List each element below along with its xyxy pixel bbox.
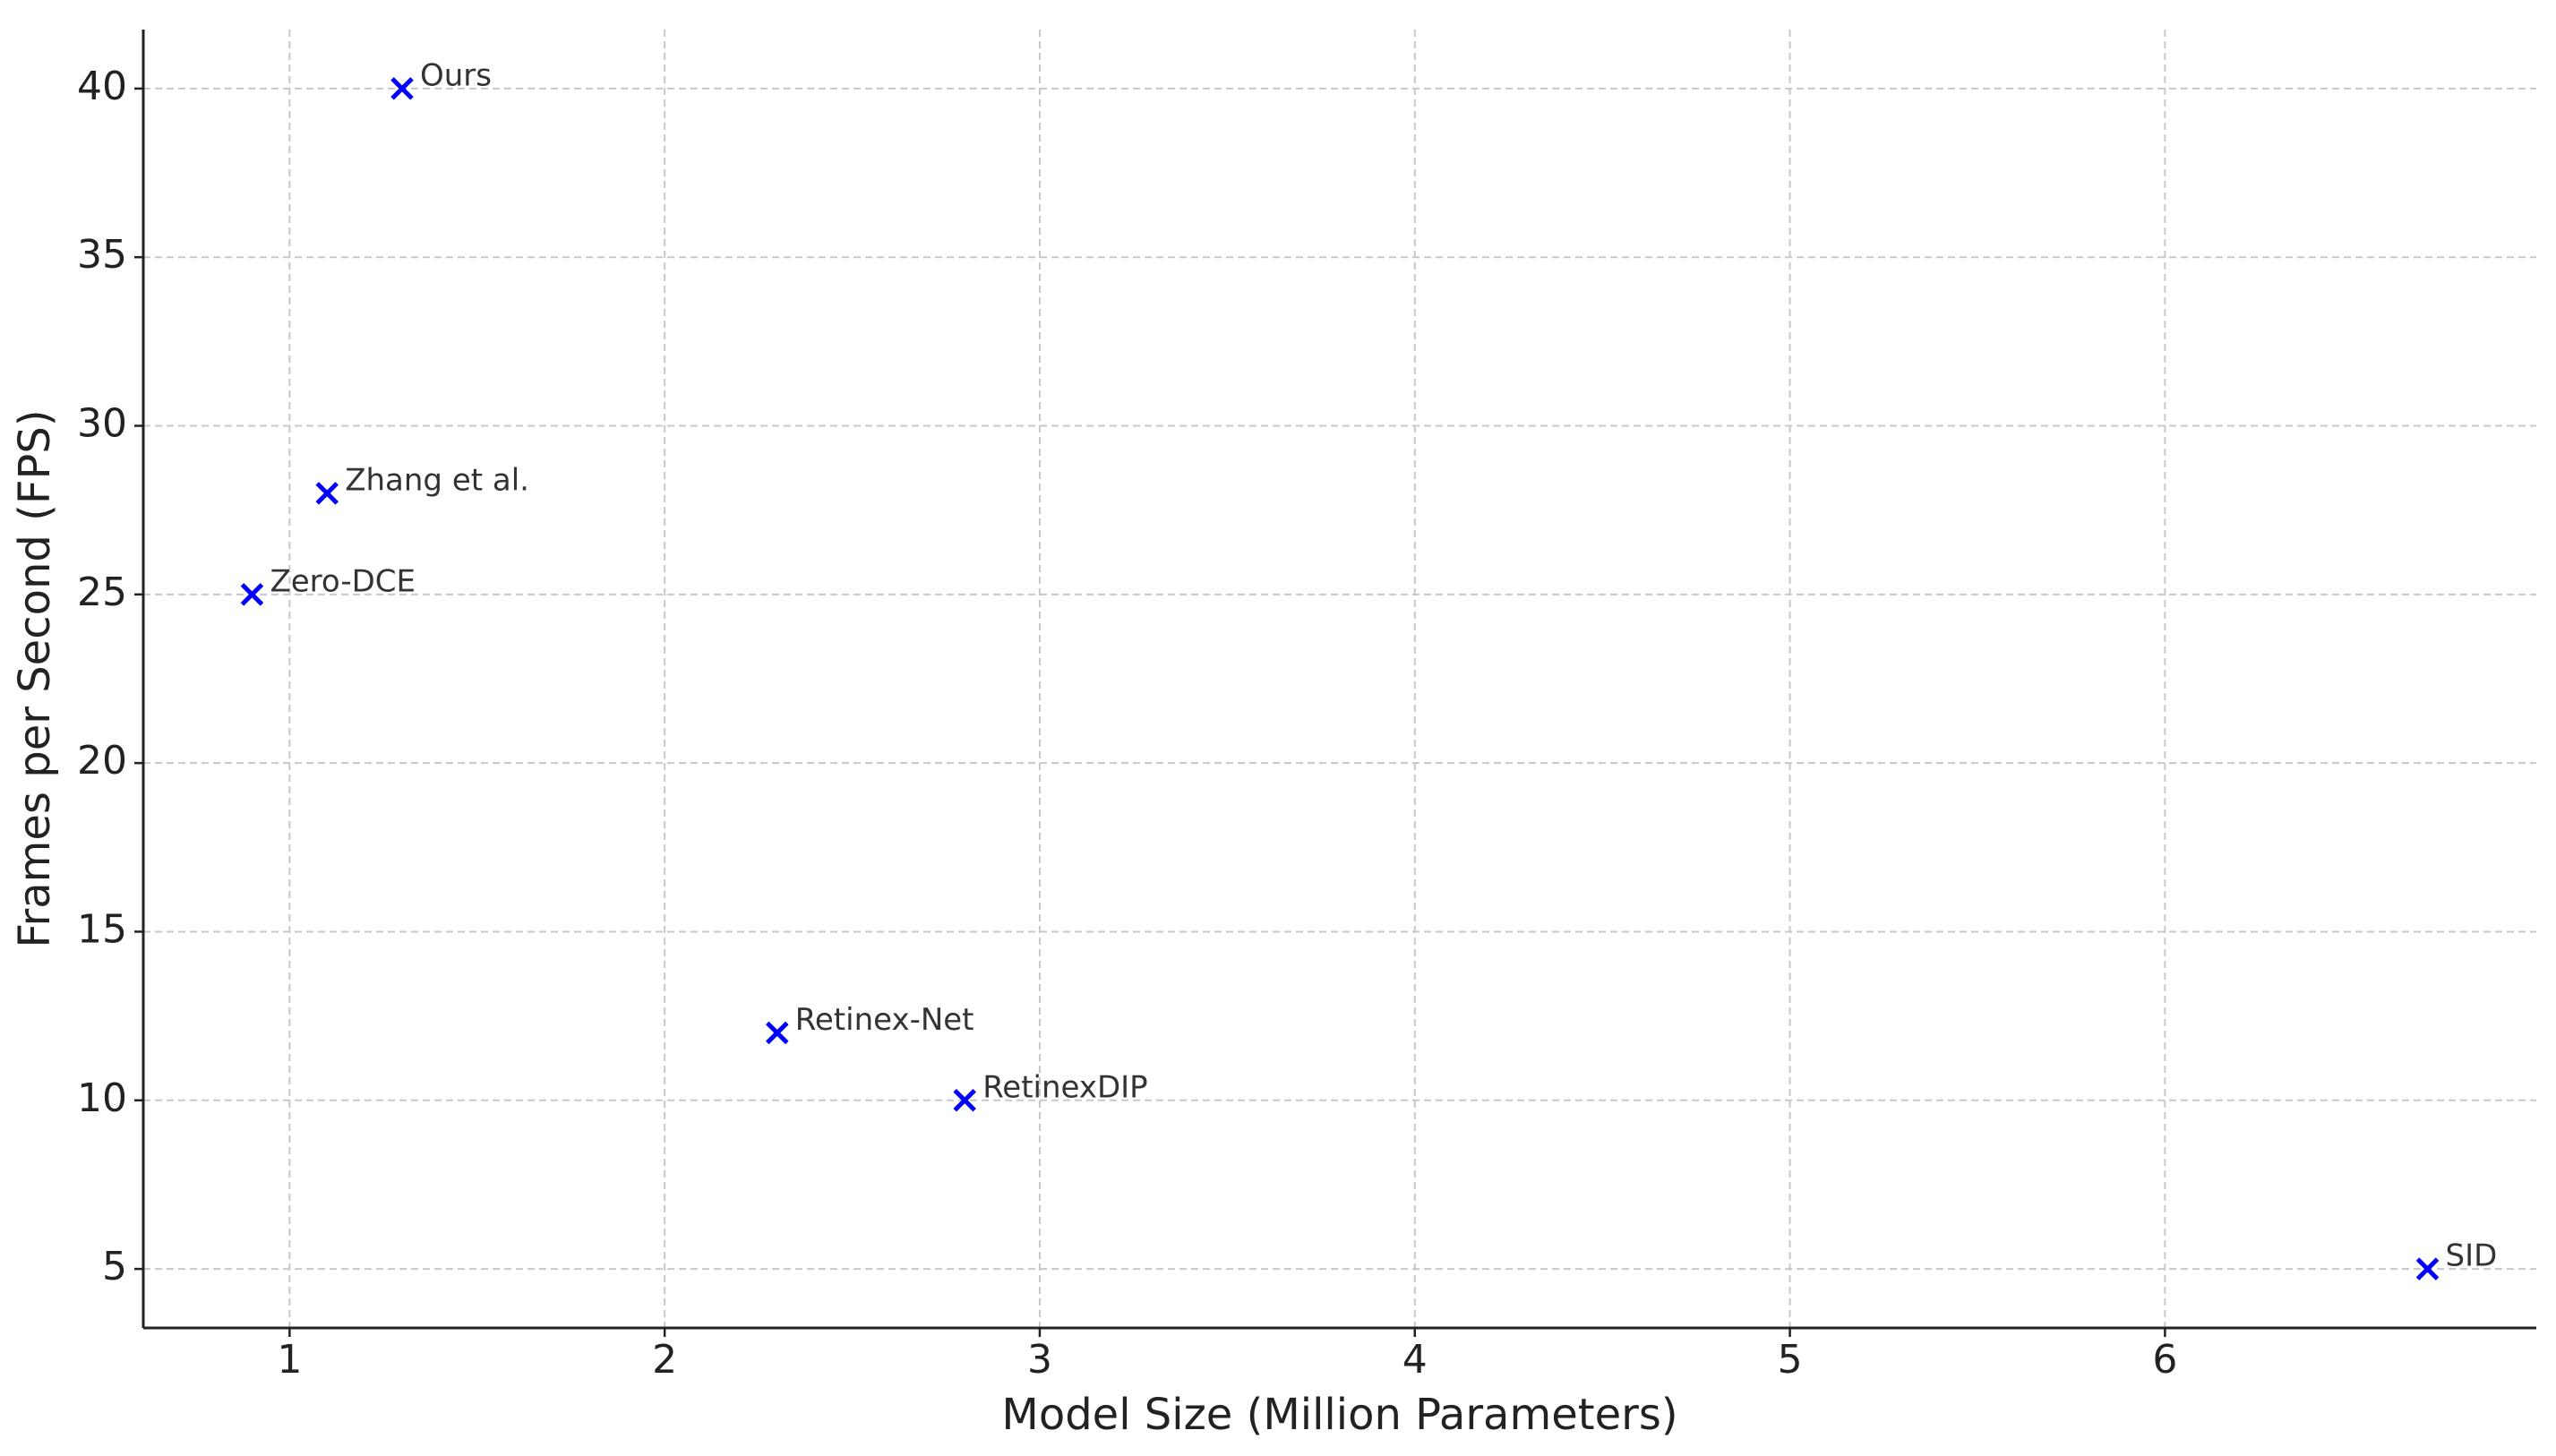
point-marker: [766, 1021, 789, 1045]
point-marker: [953, 1089, 976, 1112]
x-tick-label: 6: [2152, 1337, 2177, 1383]
y-tick-label: 10: [77, 1075, 127, 1121]
y-tick-label: 25: [77, 570, 127, 615]
point-marker: [240, 583, 264, 606]
point-marker: [390, 77, 414, 100]
point-label: SID: [2446, 1238, 2498, 1274]
x-tick-label: 1: [277, 1337, 302, 1383]
x-tick-label: 4: [1402, 1337, 1428, 1383]
point-marker: [315, 482, 339, 505]
point-label: Zero-DCE: [270, 563, 416, 599]
y-tick-label: 15: [77, 906, 127, 952]
point-label: Ours: [420, 57, 492, 93]
point-label: Retinex-Net: [795, 1002, 974, 1038]
point-marker: [2415, 1257, 2440, 1280]
y-axis-label: Frames per Second (FPS): [10, 409, 60, 947]
point-label: Zhang et al.: [345, 462, 529, 498]
x-tick-label: 3: [1027, 1337, 1052, 1383]
x-axis-label: Model Size (Million Parameters): [1001, 1390, 1677, 1440]
y-tick-label: 30: [77, 401, 127, 447]
x-tick-label: 2: [652, 1337, 677, 1383]
y-tick-label: 5: [102, 1244, 127, 1289]
point-label: RetinexDIP: [982, 1069, 1148, 1105]
y-tick-label: 35: [77, 232, 127, 278]
y-tick-label: 40: [77, 64, 127, 109]
x-tick-label: 5: [1778, 1337, 1803, 1383]
y-tick-label: 20: [77, 738, 127, 784]
